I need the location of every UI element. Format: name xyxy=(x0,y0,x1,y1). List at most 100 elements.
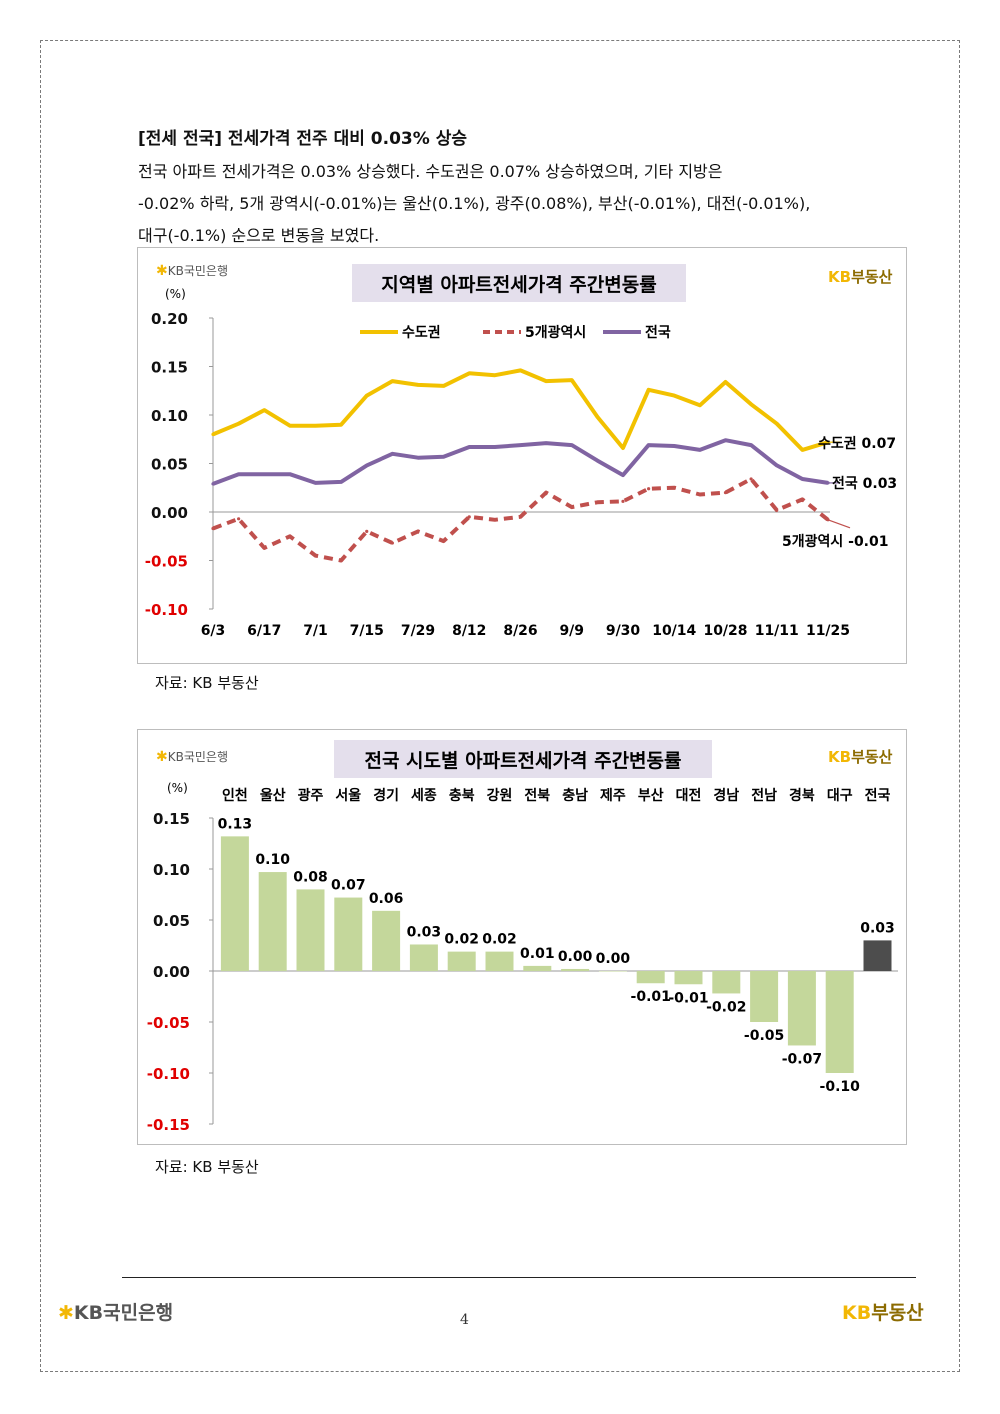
bar xyxy=(447,951,476,971)
category-label: 충남 xyxy=(562,787,588,804)
x-tick-label: 7/1 xyxy=(303,623,328,639)
chart-title: 지역별 아파트전세가격 주간변동률 xyxy=(381,274,656,296)
series-point xyxy=(313,554,318,558)
bar-data-label: -0.02 xyxy=(706,999,746,1015)
bar-data-label: 0.13 xyxy=(218,816,253,832)
series-point xyxy=(595,458,599,463)
bar-data-label: 0.01 xyxy=(520,946,555,962)
x-tick-label: 10/28 xyxy=(703,623,747,639)
category-label: 부산 xyxy=(638,787,664,804)
chart-title-box xyxy=(352,264,686,302)
series-point xyxy=(416,456,420,460)
y-tick-label: 0.15 xyxy=(151,359,188,377)
category-label: 전북 xyxy=(524,787,550,804)
footer-kb-bank-logo: ✱KB국민은행 xyxy=(58,1302,174,1324)
bar xyxy=(334,897,363,971)
series-point xyxy=(390,379,394,383)
bar xyxy=(787,971,816,1046)
series-point xyxy=(211,482,215,486)
series-point xyxy=(775,463,779,468)
bar xyxy=(409,944,438,971)
kb-bank-logo: ✱KB국민은행 xyxy=(156,749,228,765)
category-label: 대구 xyxy=(827,788,853,804)
category-label: 대전 xyxy=(676,787,702,804)
summary-line: -0.02% 하락, 5개 광역시(-0.01%)는 울산(0.1%), 광주(… xyxy=(138,194,811,213)
legend-label: 수도권 xyxy=(402,325,441,341)
series-point xyxy=(698,448,702,452)
series-point xyxy=(775,508,779,512)
summary-paragraph: 전국 아파트 전세가격은 0.03% 상승했다. 수도권은 0.07% 상승하였… xyxy=(138,156,910,252)
series-point xyxy=(518,515,523,519)
x-tick-label: 9/30 xyxy=(606,623,641,639)
series-point xyxy=(518,368,523,372)
bar xyxy=(825,971,854,1073)
series-point xyxy=(467,515,471,519)
y-tick-label: 0.05 xyxy=(151,456,188,474)
summary-line: 대구(-0.1%) 순으로 변동을 보였다. xyxy=(138,226,380,245)
y-tick-label: -0.10 xyxy=(145,601,188,619)
bar xyxy=(372,910,401,971)
series-point xyxy=(749,443,753,447)
bar-data-label: 0.08 xyxy=(293,869,328,885)
y-tick-label: -0.15 xyxy=(147,1116,190,1134)
series-point xyxy=(313,424,318,428)
bar xyxy=(485,951,514,971)
series-point xyxy=(672,486,676,490)
series-point xyxy=(211,526,215,531)
x-tick-label: 7/29 xyxy=(401,623,435,639)
kb-realestate-logo: KB부동산 xyxy=(828,748,893,766)
bar-data-label: 0.03 xyxy=(860,920,895,936)
category-label: 세종 xyxy=(411,788,437,804)
series-point xyxy=(698,403,702,407)
series-point xyxy=(237,422,241,426)
y-tick-label: -0.05 xyxy=(147,1014,190,1032)
y-tick-label: 0.00 xyxy=(153,963,190,981)
series-point xyxy=(672,394,676,398)
series-point xyxy=(518,443,523,447)
bar xyxy=(636,971,665,984)
x-tick-label: 6/17 xyxy=(247,623,281,639)
y-tick-label: -0.10 xyxy=(147,1065,190,1083)
series-point xyxy=(288,424,292,428)
category-label: 광주 xyxy=(298,787,324,804)
category-label: 제주 xyxy=(600,788,626,804)
y-tick-label: 0.10 xyxy=(153,861,190,879)
series-point xyxy=(365,463,369,468)
category-label: 경남 xyxy=(713,787,739,804)
x-tick-label: 10/14 xyxy=(652,623,696,639)
bar-data-label: 0.02 xyxy=(482,932,517,948)
y-tick-label: 0.10 xyxy=(151,407,188,425)
legend-label: 5개광역시 xyxy=(525,324,586,341)
line-chart: 지역별 아파트전세가격 주간변동률 (%) 0.20 0.15 0.10 0.05 0.00… xyxy=(145,264,897,639)
bar-data-label: 0.06 xyxy=(369,891,404,907)
series-point xyxy=(595,415,599,419)
series-point xyxy=(672,444,676,448)
y-tick-label: 0.20 xyxy=(151,310,188,328)
series-point xyxy=(749,402,753,406)
series-point xyxy=(698,492,702,497)
section-title: [전세 전국] 전세가격 전주 대비 0.03% 상승 xyxy=(138,129,467,149)
category-label: 경북 xyxy=(789,787,815,804)
category-label: 서울 xyxy=(335,787,361,804)
bar-data-label: 0.00 xyxy=(558,949,593,965)
page-frame xyxy=(40,40,960,1372)
series-point xyxy=(800,448,804,452)
series-point xyxy=(339,480,343,484)
chart-title: 전국 시도별 아파트전세가격 주간변동률 xyxy=(364,750,681,772)
series-point xyxy=(493,518,497,522)
series-point xyxy=(800,497,804,501)
series-end-label: 전국 0.03 xyxy=(832,475,897,492)
series-point xyxy=(723,380,728,384)
x-tick-label: 7/15 xyxy=(350,623,384,639)
bar-data-label: -0.01 xyxy=(668,990,708,1006)
y-tick-label: 0.05 xyxy=(153,912,190,930)
bar-chart: 전국 시도별 아파트전세가격 주간변동률 (%) 0.15 0.10 0.05 0.00 -… xyxy=(147,740,898,1134)
bar xyxy=(561,968,590,971)
series-point xyxy=(723,491,728,495)
category-label: 인천 xyxy=(222,787,248,804)
category-label: 전남 xyxy=(751,787,777,804)
bar xyxy=(598,971,627,972)
category-label: 충북 xyxy=(449,788,475,804)
series-point xyxy=(544,491,548,495)
source-note: 자료: KB 부동산 xyxy=(155,674,259,692)
